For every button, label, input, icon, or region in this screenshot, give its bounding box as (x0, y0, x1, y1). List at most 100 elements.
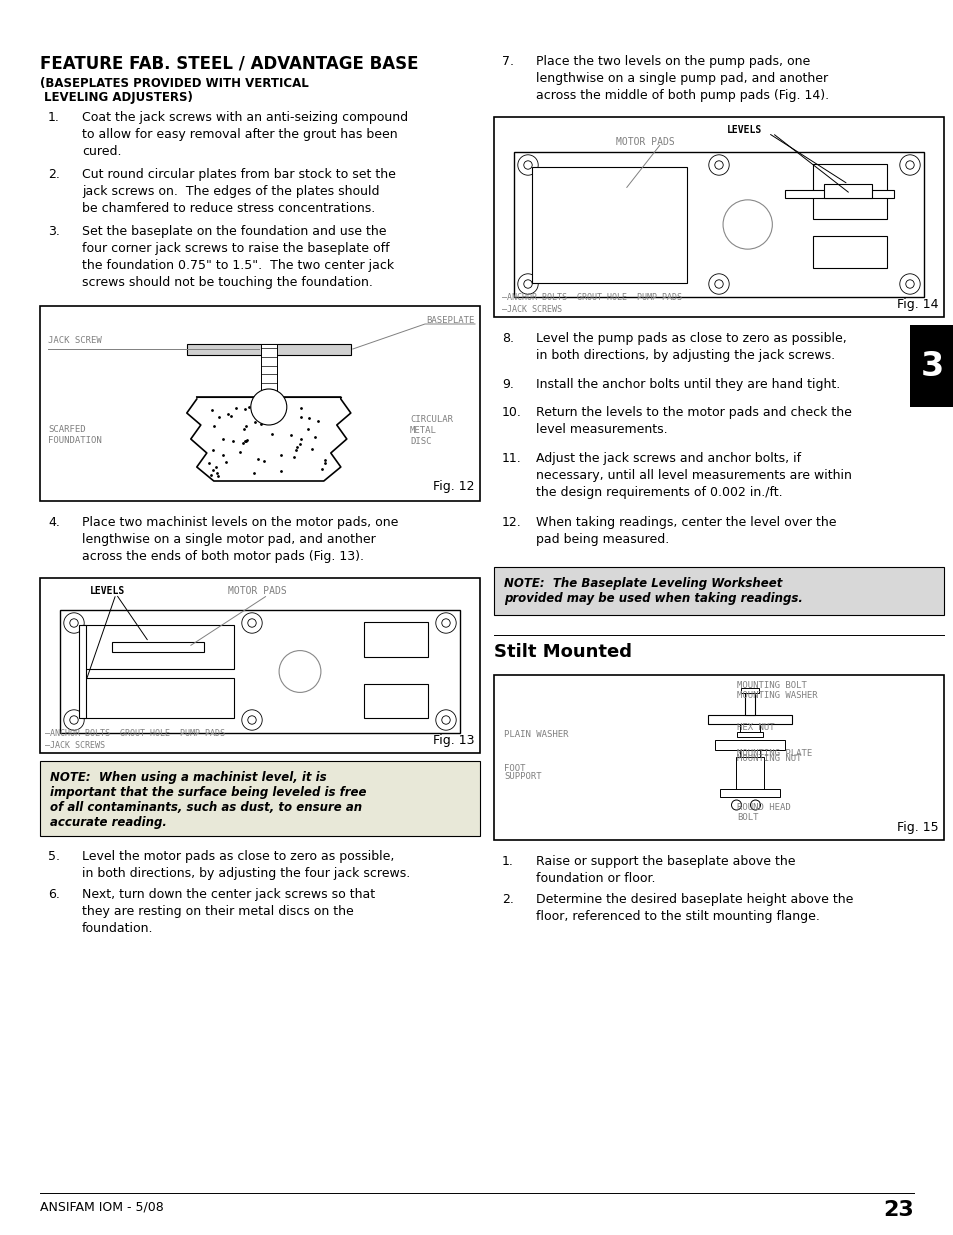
Text: (BASEPLATES PROVIDED WITH VERTICAL: (BASEPLATES PROVIDED WITH VERTICAL (40, 77, 309, 90)
Text: accurate reading.: accurate reading. (50, 816, 167, 829)
Bar (532, 167, 686, 283)
Circle shape (899, 154, 920, 175)
Text: JACK SCREW: JACK SCREW (48, 336, 102, 345)
Circle shape (251, 389, 287, 425)
Text: 3.: 3. (48, 225, 60, 238)
Text: 1.: 1. (48, 111, 60, 124)
Bar (514, 152, 923, 296)
Bar (260, 345, 276, 396)
Bar (60, 610, 459, 734)
Bar (736, 757, 763, 789)
Bar (740, 688, 759, 693)
Bar (40, 761, 479, 836)
Bar (187, 345, 351, 354)
Text: 4.: 4. (48, 516, 60, 529)
Circle shape (70, 716, 78, 724)
Bar (364, 622, 428, 657)
Text: Level the pump pads as close to zero as possible,
in both directions, by adjusti: Level the pump pads as close to zero as … (536, 332, 846, 362)
Text: 7.: 7. (501, 56, 514, 68)
Text: 3: 3 (920, 350, 943, 383)
Circle shape (517, 274, 537, 294)
Text: —JACK SCREWS: —JACK SCREWS (501, 305, 561, 314)
Text: Cut round circular plates from bar stock to set the
jack screws on.  The edges o: Cut round circular plates from bar stock… (82, 168, 395, 215)
Bar (40, 306, 479, 501)
Bar (740, 724, 760, 732)
Bar (909, 325, 953, 408)
Circle shape (436, 710, 456, 730)
Text: 10.: 10. (501, 406, 521, 419)
Bar (112, 642, 203, 652)
Bar (720, 789, 780, 797)
Bar (744, 693, 755, 715)
Circle shape (70, 619, 78, 627)
Text: Fig. 12: Fig. 12 (433, 480, 475, 493)
Text: LEVELS: LEVELS (726, 125, 761, 135)
Text: Fig. 13: Fig. 13 (433, 734, 475, 747)
Text: ROUND HEAD: ROUND HEAD (737, 803, 790, 811)
Text: BASEPLATE: BASEPLATE (426, 316, 474, 325)
Circle shape (241, 710, 262, 730)
Text: Adjust the jack screws and anchor bolts, if
necessary, until all level measureme: Adjust the jack screws and anchor bolts,… (536, 452, 851, 499)
Text: NOTE:  The Baseplate Leveling Worksheet: NOTE: The Baseplate Leveling Worksheet (503, 577, 781, 590)
Circle shape (241, 613, 262, 634)
Text: LEVELS: LEVELS (90, 585, 125, 597)
Text: —ANCHOR BOLTS  GROUT HOLE  PUMP PADS: —ANCHOR BOLTS GROUT HOLE PUMP PADS (501, 293, 681, 303)
Text: MOUNTING NUT: MOUNTING NUT (737, 755, 801, 763)
Text: 1.: 1. (501, 855, 514, 868)
Text: of all contaminants, such as dust, to ensure an: of all contaminants, such as dust, to en… (50, 802, 362, 814)
Text: —ANCHOR BOLTS  GROUT HOLE  PUMP PADS: —ANCHOR BOLTS GROUT HOLE PUMP PADS (45, 729, 225, 739)
Circle shape (248, 619, 256, 627)
Circle shape (441, 716, 450, 724)
Circle shape (523, 161, 532, 169)
Text: MOTOR PADS: MOTOR PADS (228, 585, 287, 597)
Circle shape (64, 710, 84, 730)
Text: When taking readings, center the level over the
pad being measured.: When taking readings, center the level o… (536, 516, 836, 546)
Text: FOOT: FOOT (503, 763, 525, 773)
Text: MOTOR PADS: MOTOR PADS (616, 137, 675, 147)
Polygon shape (187, 396, 351, 480)
Text: HEX NUT: HEX NUT (737, 724, 774, 732)
Text: 11.: 11. (501, 452, 521, 466)
Text: Raise or support the baseplate above the
foundation or floor.: Raise or support the baseplate above the… (536, 855, 795, 885)
Text: SUPPORT: SUPPORT (503, 772, 541, 781)
Text: Place the two levels on the pump pads, one
lengthwise on a single pump pad, and : Place the two levels on the pump pads, o… (536, 56, 828, 103)
Circle shape (708, 274, 728, 294)
Text: important that the surface being leveled is free: important that the surface being leveled… (50, 785, 366, 799)
Bar (40, 578, 479, 753)
Circle shape (904, 161, 913, 169)
Text: 8.: 8. (501, 332, 514, 345)
Bar (494, 117, 943, 317)
Bar (494, 676, 943, 840)
Text: MOUNTING WASHER: MOUNTING WASHER (737, 692, 818, 700)
Text: LEVELING ADJUSTERS): LEVELING ADJUSTERS) (44, 91, 193, 104)
Text: Set the baseplate on the foundation and use the
four corner jack screws to raise: Set the baseplate on the foundation and … (82, 225, 394, 289)
Circle shape (436, 613, 456, 634)
Text: Level the motor pads as close to zero as possible,
in both directions, by adjust: Level the motor pads as close to zero as… (82, 850, 410, 881)
Text: Coat the jack screws with an anti-seizing compound
to allow for easy removal aft: Coat the jack screws with an anti-seizin… (82, 111, 408, 158)
Bar (823, 184, 871, 198)
Text: SCARFED
FOUNDATION: SCARFED FOUNDATION (48, 425, 102, 445)
Text: 2.: 2. (48, 168, 60, 182)
Text: 6.: 6. (48, 888, 60, 902)
Text: 12.: 12. (501, 516, 521, 529)
Bar (82, 625, 233, 669)
Text: FEATURE FAB. STEEL / ADVANTAGE BASE: FEATURE FAB. STEEL / ADVANTAGE BASE (40, 56, 418, 73)
Bar (740, 750, 760, 757)
Bar (813, 236, 886, 268)
Circle shape (517, 154, 537, 175)
Text: MOUNTING PLATE: MOUNTING PLATE (737, 748, 812, 757)
Text: CIRCULAR
METAL
DISC: CIRCULAR METAL DISC (410, 415, 453, 446)
Text: Return the levels to the motor pads and check the
level measurements.: Return the levels to the motor pads and … (536, 406, 851, 436)
Text: Fig. 14: Fig. 14 (897, 298, 938, 311)
Circle shape (750, 800, 760, 810)
Text: provided may be used when taking readings.: provided may be used when taking reading… (503, 592, 802, 605)
Bar (82, 678, 233, 719)
Text: NOTE:  When using a machinist level, it is: NOTE: When using a machinist level, it i… (50, 771, 326, 784)
Text: Determine the desired baseplate height above the
floor, referenced to the stilt : Determine the desired baseplate height a… (536, 893, 853, 923)
Text: Stilt Mounted: Stilt Mounted (494, 643, 631, 661)
Circle shape (441, 619, 450, 627)
Bar (715, 740, 784, 750)
Bar (79, 625, 86, 719)
Bar (737, 732, 762, 737)
Text: 23: 23 (882, 1200, 913, 1220)
